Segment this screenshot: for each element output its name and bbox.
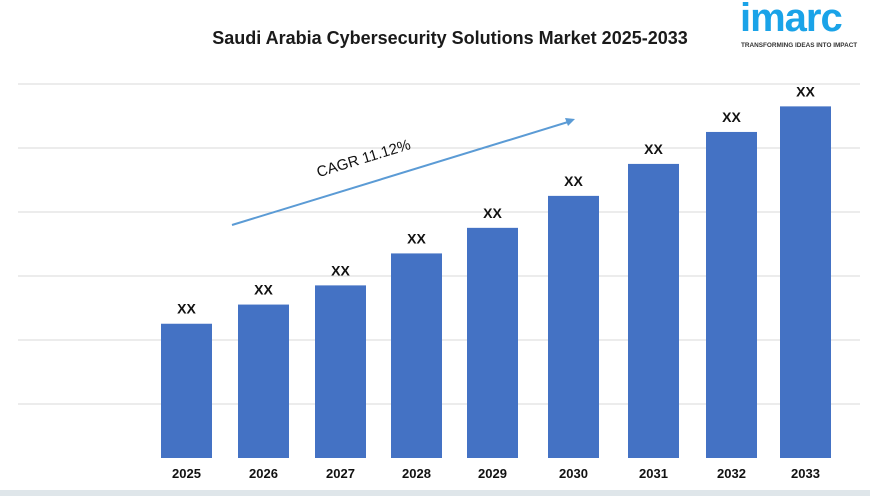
data-label: XX bbox=[177, 301, 196, 317]
x-tick-label: 2029 bbox=[478, 466, 507, 481]
bar-2025 bbox=[161, 323, 212, 458]
data-label: XX bbox=[796, 83, 815, 99]
x-tick-label: 2028 bbox=[402, 466, 431, 481]
bar-2028 bbox=[391, 253, 442, 458]
data-label: XX bbox=[722, 109, 741, 125]
cagr-arrow bbox=[231, 121, 569, 226]
data-label: XX bbox=[254, 282, 273, 298]
data-label: XX bbox=[483, 205, 502, 221]
bar-2031 bbox=[628, 163, 679, 458]
imarc-logo: imarc TRANSFORMING IDEAS INTO IMPACT bbox=[738, 0, 868, 52]
bar-2029 bbox=[467, 227, 518, 458]
cagr-arrowhead bbox=[565, 118, 575, 126]
chart-title: Saudi Arabia Cybersecurity Solutions Mar… bbox=[212, 28, 688, 48]
x-tick-label: 2033 bbox=[791, 466, 820, 481]
data-label: XX bbox=[407, 230, 426, 246]
x-tick-label: 2026 bbox=[249, 466, 278, 481]
data-label: XX bbox=[564, 173, 583, 189]
bar-2033 bbox=[780, 106, 831, 458]
bar-2032 bbox=[706, 131, 757, 458]
x-tick-label: 2032 bbox=[717, 466, 746, 481]
data-label: XX bbox=[331, 262, 350, 278]
x-tick-label: 2031 bbox=[639, 466, 668, 481]
logo-tagline: TRANSFORMING IDEAS INTO IMPACT bbox=[741, 42, 858, 49]
bar-2026 bbox=[238, 304, 289, 458]
bottom-band bbox=[0, 490, 870, 496]
bar-2030 bbox=[548, 195, 599, 458]
bar-2027 bbox=[315, 285, 366, 458]
x-tick-label: 2027 bbox=[326, 466, 355, 481]
data-label: XX bbox=[644, 141, 663, 157]
x-tick-label: 2030 bbox=[559, 466, 588, 481]
logo-word: imarc bbox=[740, 0, 843, 40]
x-tick-label: 2025 bbox=[172, 466, 201, 481]
